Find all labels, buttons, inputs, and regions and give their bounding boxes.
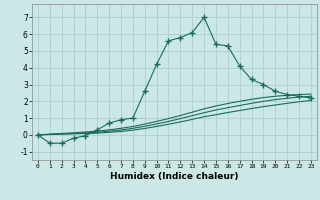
X-axis label: Humidex (Indice chaleur): Humidex (Indice chaleur): [110, 172, 239, 181]
